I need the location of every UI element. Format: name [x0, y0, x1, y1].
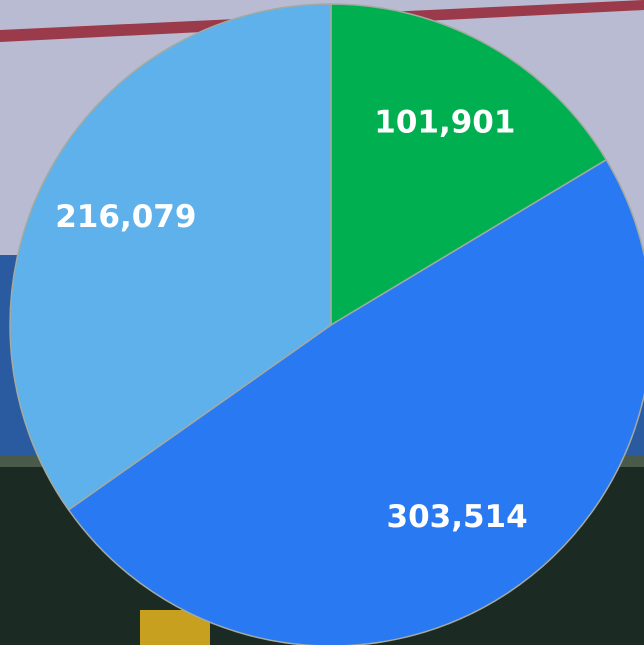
- pie: 101,901 303,514 216,079: [9, 3, 644, 645]
- data-label: 303,514: [387, 499, 528, 535]
- pie-slice: [330, 3, 608, 327]
- data-label: 216,079: [55, 199, 196, 235]
- pie-slice: [67, 158, 644, 645]
- pie-slice: [9, 3, 332, 511]
- data-label: 101,901: [374, 104, 515, 140]
